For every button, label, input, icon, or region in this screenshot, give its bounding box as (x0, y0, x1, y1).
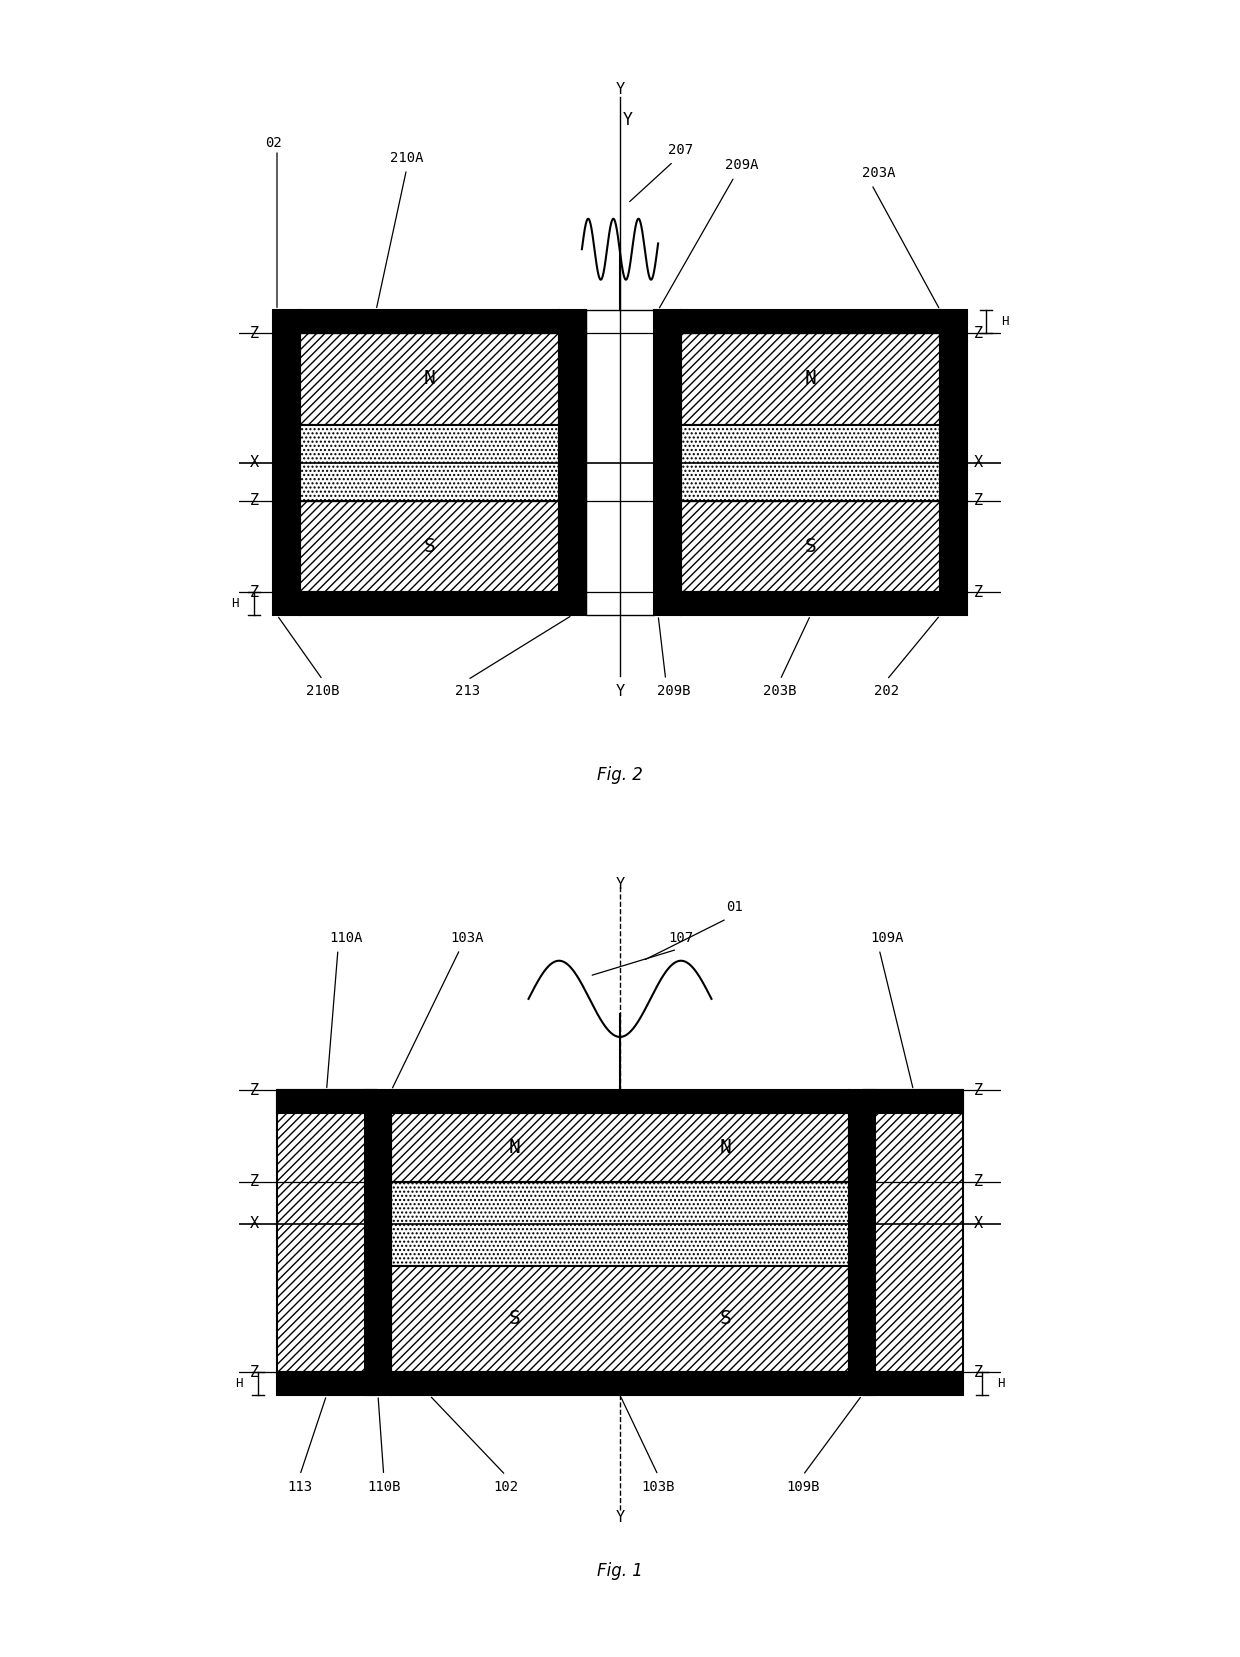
Text: S: S (508, 1309, 521, 1329)
Bar (681, 310, 940, 333)
Text: 203A: 203A (862, 166, 897, 181)
Text: Z: Z (249, 585, 259, 600)
Text: H: H (232, 597, 239, 610)
Text: 210A: 210A (389, 151, 423, 164)
Text: Fig. 2: Fig. 2 (598, 766, 642, 784)
Text: Fig. 1: Fig. 1 (598, 1561, 642, 1579)
Text: H: H (1001, 315, 1008, 328)
Text: 107: 107 (668, 931, 693, 944)
Bar (392, 1372, 848, 1395)
Bar (300, 424, 559, 500)
Bar (277, 1090, 376, 1114)
Bar (940, 310, 967, 615)
Text: S: S (805, 537, 816, 557)
Text: 102: 102 (494, 1480, 518, 1493)
Text: Y: Y (622, 111, 632, 129)
Bar (864, 1372, 963, 1395)
Text: 110A: 110A (329, 931, 362, 944)
Bar (273, 310, 300, 615)
Text: Z: Z (249, 494, 259, 509)
Text: 207: 207 (668, 143, 693, 157)
Text: Z: Z (973, 1365, 983, 1380)
Text: S: S (719, 1309, 732, 1329)
Text: 209B: 209B (657, 684, 691, 698)
Bar (392, 1266, 848, 1372)
Text: 113: 113 (288, 1480, 312, 1493)
Bar (277, 1372, 376, 1395)
Bar (300, 592, 559, 615)
Text: 203B: 203B (764, 684, 797, 698)
Text: Z: Z (973, 494, 983, 509)
Text: Y: Y (615, 684, 625, 699)
Text: 103B: 103B (641, 1480, 675, 1493)
Bar (681, 592, 940, 615)
Bar (681, 424, 940, 500)
Text: Y: Y (615, 1510, 625, 1524)
Bar (392, 1114, 848, 1181)
Text: 210B: 210B (306, 684, 340, 698)
Text: 02: 02 (265, 136, 283, 149)
Text: Z: Z (973, 585, 983, 600)
Text: 110B: 110B (367, 1480, 401, 1493)
Text: 01: 01 (725, 900, 743, 915)
Text: N: N (719, 1138, 732, 1157)
Bar (365, 1090, 392, 1395)
Text: Z: Z (973, 1175, 983, 1190)
Text: 209A: 209A (725, 159, 759, 172)
Bar (300, 500, 559, 592)
Text: X: X (249, 1216, 259, 1231)
Text: N: N (424, 370, 435, 388)
Text: Z: Z (249, 1365, 259, 1380)
Bar (864, 1090, 963, 1372)
Bar (655, 310, 681, 615)
Text: H: H (997, 1377, 1004, 1390)
Bar (392, 1090, 848, 1114)
Bar (848, 1090, 875, 1395)
Text: N: N (508, 1138, 521, 1157)
Text: 103A: 103A (451, 931, 485, 944)
Text: 109B: 109B (786, 1480, 820, 1493)
Text: N: N (805, 370, 816, 388)
Bar (300, 310, 559, 333)
Text: 202: 202 (874, 684, 899, 698)
Bar (681, 500, 940, 592)
Text: X: X (973, 456, 983, 471)
Text: Y: Y (615, 81, 625, 96)
Text: Z: Z (249, 1175, 259, 1190)
Text: Z: Z (249, 325, 259, 341)
Text: Z: Z (973, 325, 983, 341)
Text: S: S (424, 537, 435, 557)
Text: 109A: 109A (870, 931, 904, 944)
Text: Z: Z (973, 1082, 983, 1099)
Bar (559, 310, 585, 615)
Bar (277, 1090, 376, 1372)
Text: X: X (249, 456, 259, 471)
Text: Y: Y (615, 877, 625, 891)
Bar (864, 1090, 963, 1114)
Text: Z: Z (249, 1082, 259, 1099)
Text: 213: 213 (455, 684, 480, 698)
Bar (585, 310, 655, 615)
Text: X: X (973, 1216, 983, 1231)
Bar (392, 1181, 848, 1266)
Bar (681, 333, 940, 424)
Bar (300, 333, 559, 424)
Text: H: H (236, 1377, 243, 1390)
